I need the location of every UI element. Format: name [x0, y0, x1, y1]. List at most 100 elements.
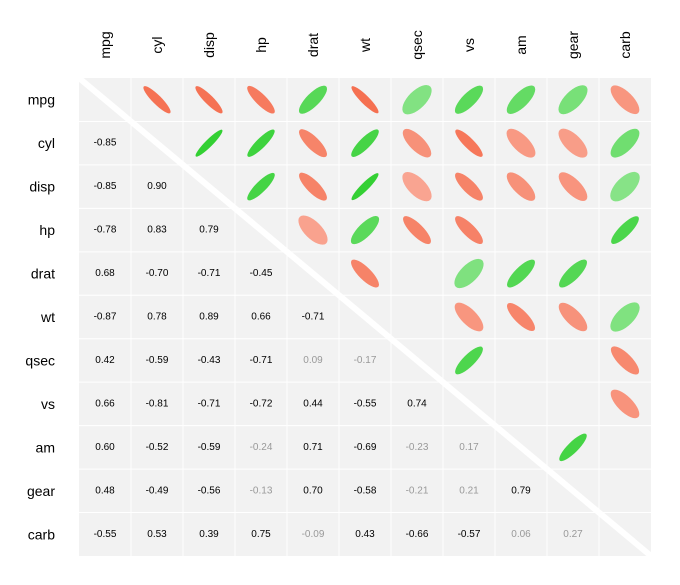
coefficient-label-vs-hp: -0.72	[250, 398, 273, 409]
coefficient-label-am-disp: -0.59	[198, 442, 221, 453]
correlation-ellipse-qsec-vs	[455, 346, 483, 375]
coefficient-label-vs-wt: -0.55	[354, 398, 377, 409]
coefficient-label-wt-drat: -0.71	[302, 312, 325, 323]
coefficient-label-drat-hp: -0.45	[250, 268, 273, 279]
correlation-ellipse-drat-gear	[559, 259, 587, 288]
coefficient-label-am-cyl: -0.52	[146, 442, 169, 453]
column-label-carb: carb	[617, 31, 633, 58]
row-label-mpg: mpg	[28, 92, 55, 108]
correlation-ellipse-cyl-wt	[351, 129, 379, 157]
correlation-ellipse-mpg-vs	[454, 85, 484, 114]
row-label-hp: hp	[39, 222, 55, 238]
grid-lines	[79, 78, 651, 556]
coefficient-label-cyl-mpg: -0.85	[94, 138, 117, 149]
correlation-ellipse-disp-gear	[558, 172, 588, 201]
coefficient-label-carb-gear: 0.27	[563, 529, 583, 540]
correlation-ellipse-cyl-vs	[455, 129, 483, 157]
correlation-ellipse-wt-gear	[558, 302, 588, 332]
coefficient-label-carb-vs: -0.57	[458, 529, 481, 540]
correlation-ellipse-hp-vs	[455, 216, 483, 245]
coefficient-label-carb-cyl: 0.53	[147, 529, 167, 540]
coefficient-label-wt-disp: 0.89	[199, 312, 219, 323]
column-label-cyl: cyl	[149, 36, 165, 53]
row-label-vs: vs	[41, 396, 55, 412]
column-label-gear: gear	[565, 31, 581, 59]
coefficient-label-carb-drat: -0.09	[302, 529, 325, 540]
coefficient-label-wt-mpg: -0.87	[94, 312, 117, 323]
row-label-disp: disp	[29, 179, 55, 195]
column-label-hp: hp	[253, 37, 269, 53]
column-label-wt: wt	[357, 38, 373, 53]
coefficient-label-am-mpg: 0.60	[95, 442, 115, 453]
correlation-ellipse-mpg-carb	[610, 85, 640, 115]
correlation-ellipse-cyl-gear	[558, 128, 588, 158]
coefficient-label-gear-vs: 0.21	[459, 485, 479, 496]
coefficient-label-qsec-wt: -0.17	[354, 355, 377, 366]
correlation-ellipse-mpg-cyl	[143, 86, 171, 114]
coefficient-label-wt-cyl: 0.78	[147, 312, 167, 323]
correlation-ellipse-mpg-hp	[247, 85, 275, 114]
coefficient-label-am-hp: -0.24	[250, 442, 273, 453]
coefficient-label-hp-mpg: -0.78	[94, 225, 117, 236]
correlation-ellipse-cyl-qsec	[402, 128, 432, 158]
correlation-ellipse-wt-am	[506, 302, 536, 332]
correlation-ellipse-cyl-carb	[610, 128, 640, 158]
correlation-ellipse-mpg-am	[506, 85, 536, 114]
correlation-ellipse-cyl-disp	[195, 129, 223, 157]
correlation-ellipse-drat-vs	[454, 258, 484, 289]
correlation-ellipse-hp-carb	[611, 216, 639, 244]
coefficient-label-vs-disp: -0.71	[198, 398, 221, 409]
correlation-ellipse-hp-qsec	[403, 216, 431, 245]
coefficient-label-vs-cyl: -0.81	[146, 398, 169, 409]
correlation-ellipse-disp-wt	[351, 173, 379, 201]
coefficient-label-carb-qsec: -0.66	[406, 529, 429, 540]
column-label-drat: drat	[305, 33, 321, 57]
coefficient-label-drat-cyl: -0.70	[146, 268, 169, 279]
correlation-ellipse-hp-wt	[350, 215, 380, 245]
coefficient-label-am-qsec: -0.23	[406, 442, 429, 453]
coefficient-label-hp-disp: 0.79	[199, 225, 219, 236]
coefficient-label-carb-wt: 0.43	[355, 529, 375, 540]
row-label-drat: drat	[31, 266, 55, 282]
coefficient-label-carb-hp: 0.75	[251, 529, 271, 540]
row-labels: mpg cyl disp hp drat wt qsec vs am gear carb	[25, 92, 55, 543]
diagonal-line	[77, 75, 653, 559]
column-label-vs: vs	[461, 38, 477, 52]
coefficient-layer: -0.85 -0.85 0.90 -0.78 0.83 0.79 0.68 -0.70 -0.7…	[94, 138, 584, 540]
coefficient-label-gear-hp: -0.13	[250, 485, 273, 496]
coefficient-label-gear-drat: 0.70	[303, 485, 323, 496]
correlation-ellipse-cyl-drat	[299, 129, 327, 158]
row-label-am: am	[36, 439, 55, 455]
row-label-carb: carb	[28, 526, 55, 542]
correlation-ellipse-disp-hp	[247, 172, 275, 201]
row-label-cyl: cyl	[38, 135, 55, 151]
correlation-ellipse-mpg-wt	[351, 86, 379, 114]
coefficient-label-am-vs: 0.17	[459, 442, 479, 453]
correlation-ellipse-mpg-disp	[195, 86, 223, 114]
row-label-qsec: qsec	[25, 352, 55, 368]
column-labels: mpg cyl disp hp drat wt qsec vs am gear carb	[97, 30, 633, 60]
row-label-wt: wt	[40, 309, 55, 325]
coefficient-label-gear-cyl: -0.49	[146, 485, 169, 496]
correlation-ellipse-disp-drat	[299, 172, 327, 201]
correlation-ellipse-am-gear	[559, 433, 587, 462]
coefficient-label-vs-drat: 0.44	[303, 398, 323, 409]
coefficient-label-disp-mpg: -0.85	[94, 181, 117, 192]
correlation-ellipse-mpg-drat	[298, 85, 328, 114]
correlation-ellipse-wt-carb	[610, 302, 640, 332]
correlation-ellipse-drat-wt	[351, 259, 379, 288]
column-label-qsec: qsec	[409, 30, 425, 60]
coefficient-label-carb-am: 0.06	[511, 529, 531, 540]
correlation-ellipse-disp-carb	[610, 171, 640, 202]
correlation-ellipse-mpg-qsec	[402, 85, 432, 115]
coefficient-label-hp-cyl: 0.83	[147, 225, 167, 236]
column-label-am: am	[513, 35, 529, 54]
correlation-ellipse-qsec-carb	[610, 346, 640, 375]
coefficient-label-carb-mpg: -0.55	[94, 529, 117, 540]
coefficient-label-gear-mpg: 0.48	[95, 485, 115, 496]
coefficient-label-disp-cyl: 0.90	[147, 181, 167, 192]
coefficient-label-am-drat: 0.71	[303, 442, 323, 453]
coefficient-label-wt-hp: 0.66	[251, 312, 271, 323]
coefficient-label-gear-disp: -0.56	[198, 485, 221, 496]
